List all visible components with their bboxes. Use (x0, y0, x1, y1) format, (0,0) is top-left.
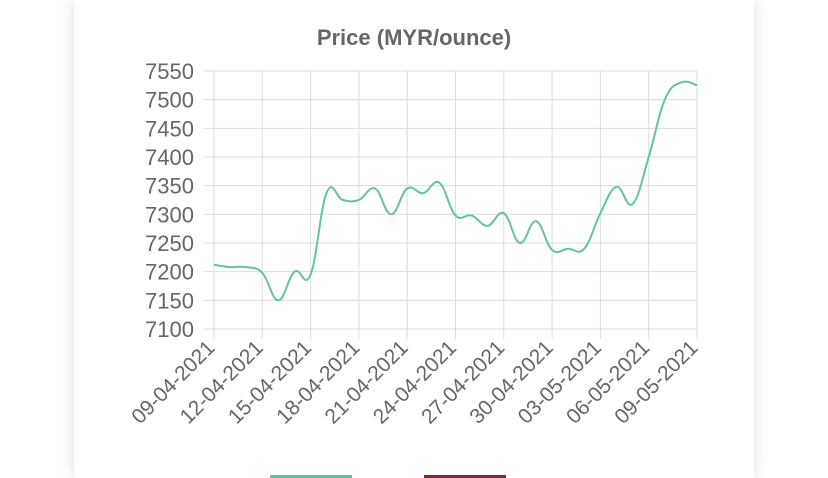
price-series-line (213, 80, 698, 302)
y-tick-label: 7450 (145, 116, 194, 141)
y-tick-label: 7100 (145, 317, 194, 342)
x-axis: 09-04-202112-04-202115-04-202118-04-2021… (127, 336, 702, 428)
y-tick-label: 7500 (145, 88, 194, 113)
y-tick-label: 7200 (145, 260, 194, 285)
y-tick-label: 7400 (145, 145, 194, 170)
legend[interactable] (270, 475, 506, 478)
y-tick-label: 7300 (145, 202, 194, 227)
grid (204, 70, 698, 339)
y-tick-label: 7250 (145, 231, 194, 256)
legend-swatch-price[interactable] (270, 475, 352, 478)
series-layer (213, 80, 698, 302)
y-axis: 7100 7150 7200 7250 7300 7350 7400 7450 7500 7550 (145, 59, 194, 342)
y-tick-label: 7150 (145, 288, 194, 313)
y-tick-label: 7550 (145, 59, 194, 84)
chart-card (74, 0, 754, 478)
y-tick-label: 7350 (145, 174, 194, 199)
legend-swatch-second[interactable] (424, 475, 506, 478)
chart-title: Price (MYR/ounce) (317, 25, 511, 50)
